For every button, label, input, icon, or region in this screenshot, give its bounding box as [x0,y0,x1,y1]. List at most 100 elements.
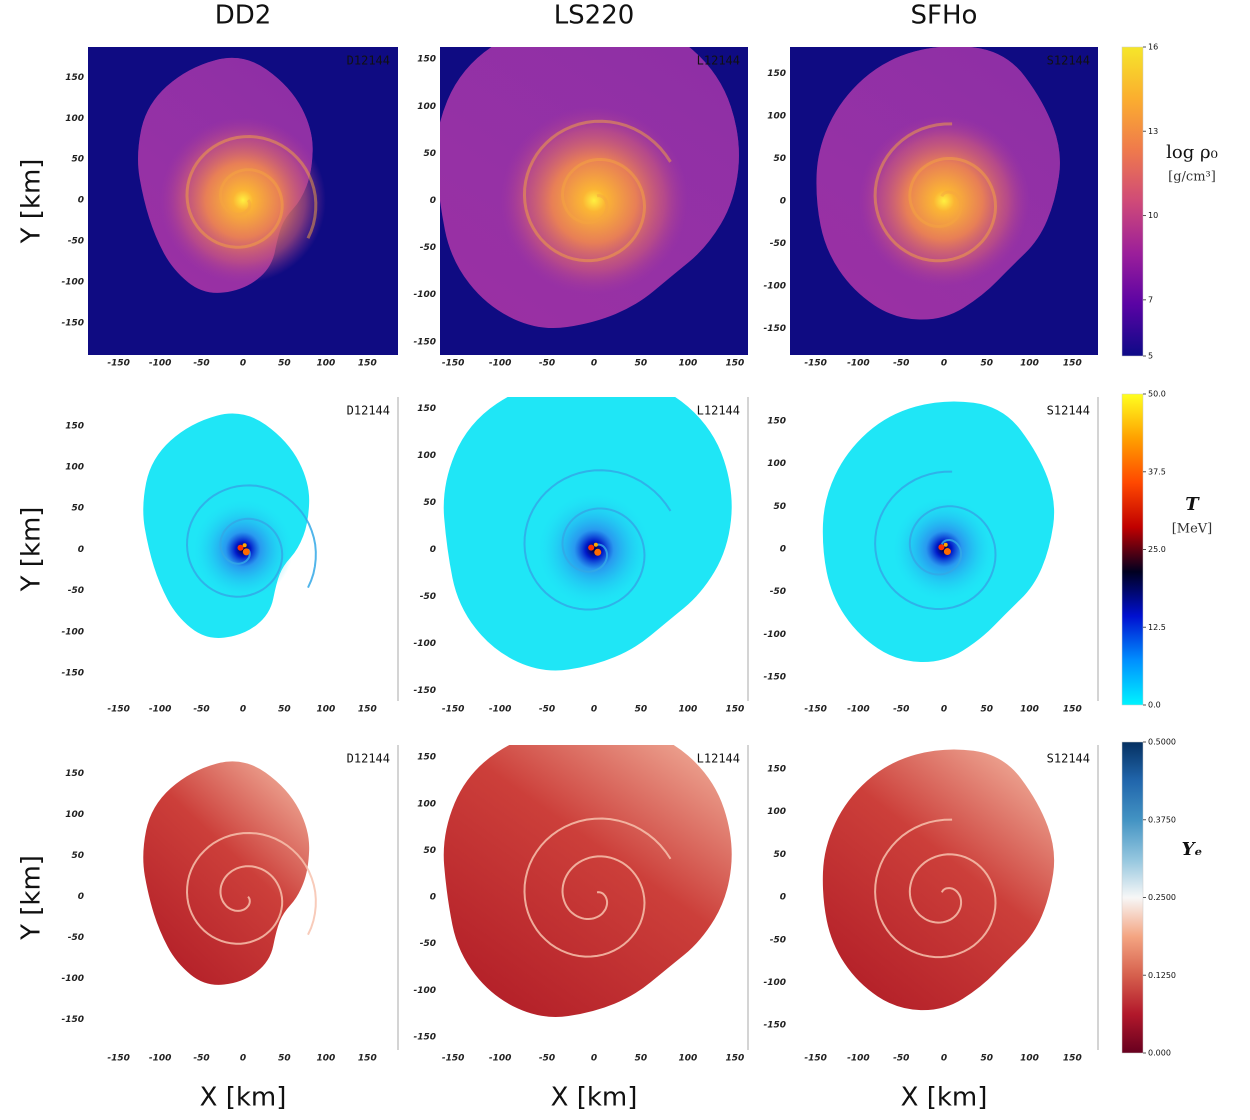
y-tick-label: -100 [413,639,436,649]
column-title: LS220 [554,1,635,31]
y-tick-label: 100 [417,102,436,112]
y-tick-label: 0 [430,893,436,903]
colorbar-tick-label: 10 [1148,211,1158,220]
y-tick-label: 150 [65,73,84,83]
panel: D12144 -150 -100 -50 0 50 100 150 -150 -100 -50 0 50… [61,745,399,1064]
heatmap [143,413,317,638]
y-axis-label: Y [km] [17,507,47,593]
core [858,115,1030,287]
y-tick-label: -100 [61,974,84,984]
x-tick-label: 150 [1063,705,1082,715]
y-tick-label: 0 [430,196,436,206]
y-tick-label: 50 [71,504,84,514]
hot-spot [588,544,595,551]
x-tick-label: 50 [635,359,648,369]
colorbar-label: T [1185,494,1200,515]
y-tick-label: -100 [763,630,786,640]
panel-annotation: L12144 [697,752,740,766]
colorbar-unit: [g/cm³] [1168,170,1216,185]
x-tick-label: 150 [1063,359,1082,369]
y-tick-label: -150 [763,1021,786,1031]
heatmap [822,401,1055,663]
colorbar-tick-label: 0.2500 [1148,893,1176,902]
y-tick-label: 100 [65,463,84,473]
spiral-arm [185,484,317,598]
y-tick-label: 50 [773,850,786,860]
panel-annotation: S12144 [1047,54,1090,68]
y-tick-label: -100 [413,986,436,996]
x-tick-label: -100 [489,705,512,715]
x-tick-label: -50 [539,705,555,715]
x-tick-label: 100 [1020,1054,1039,1064]
y-tick-label: -50 [770,239,786,249]
y-tick-label: -100 [763,282,786,292]
heatmap [443,397,732,671]
x-tick-label: -150 [442,359,465,369]
x-axis-label: X [km] [200,1083,287,1113]
heatmap [443,745,732,1017]
x-tick-label: -150 [107,1054,130,1064]
x-tick-label: 0 [941,1054,947,1064]
x-tick-label: -100 [847,359,870,369]
x-tick-label: 50 [278,359,291,369]
colorbar-tick-label: 37.5 [1148,467,1166,476]
colorbar-tick-label: 0.5000 [1148,738,1176,747]
heatmap [790,47,1098,355]
panel-annotation: S12144 [1047,752,1090,766]
y-tick-label: 50 [423,498,436,508]
y-tick-label: 50 [773,154,786,164]
matter-region [822,749,1055,1011]
y-tick-label: -150 [763,324,786,334]
y-tick-label: 0 [780,545,786,555]
x-tick-label: -50 [193,359,209,369]
y-tick-label: 50 [773,502,786,512]
hot-spot [943,548,951,556]
colorbar-tick-label: 7 [1148,295,1153,304]
x-tick-label: -50 [193,705,209,715]
x-tick-label: 100 [316,705,335,715]
spiral-arm [523,817,672,958]
x-tick-label: 100 [316,1054,335,1064]
panel-annotation: L12144 [697,54,740,68]
x-tick-label: 0 [240,359,246,369]
panel-annotation: D12144 [347,54,390,68]
y-tick-label: -100 [61,627,84,637]
x-tick-label: 50 [635,1054,648,1064]
x-tick-label: 50 [278,705,291,715]
x-tick-label: 50 [635,705,648,715]
colorbar-label: log ρ₀ [1166,142,1218,163]
hot-spot [594,548,602,556]
x-tick-label: -150 [107,705,130,715]
colorbar-tick-label: 16 [1148,43,1158,52]
x-tick-label: -100 [489,359,512,369]
colorbar-tick-label: 0.0 [1148,701,1161,710]
panel: L12144 -150 -100 -50 0 50 100 150 -150 -100 -50 0 50… [413,397,749,715]
y-tick-label: -50 [68,586,84,596]
colorbar-tick-label: 0.1250 [1148,971,1176,980]
y-tick-label: -150 [61,668,84,678]
x-tick-label: -100 [149,1054,172,1064]
x-tick-label: -100 [149,359,172,369]
y-tick-label: -150 [61,1015,84,1025]
x-tick-label: -150 [107,359,130,369]
matter-region [443,745,732,1017]
x-tick-label: -50 [893,1054,909,1064]
y-tick-label: 0 [780,197,786,207]
spiral-arm [185,134,318,249]
x-axis-label: X [km] [551,1083,638,1113]
colorbar-tick-label: 0.000 [1148,1049,1171,1058]
y-tick-label: 100 [65,114,84,124]
y-tick-label: -50 [68,237,84,247]
colorbar [1121,46,1144,357]
y-tick-label: 150 [417,404,436,414]
colorbar-tick-label: 50.0 [1148,390,1166,399]
y-tick-label: 100 [65,810,84,820]
heatmap [143,761,317,985]
colorbar-tick-label: 13 [1148,127,1158,136]
y-tick-label: 100 [767,111,786,121]
x-tick-label: 0 [240,1054,246,1064]
x-tick-label: 0 [941,705,947,715]
x-tick-label: 50 [981,359,994,369]
panel-annotation: D12144 [347,752,390,766]
y-tick-label: 100 [767,459,786,469]
